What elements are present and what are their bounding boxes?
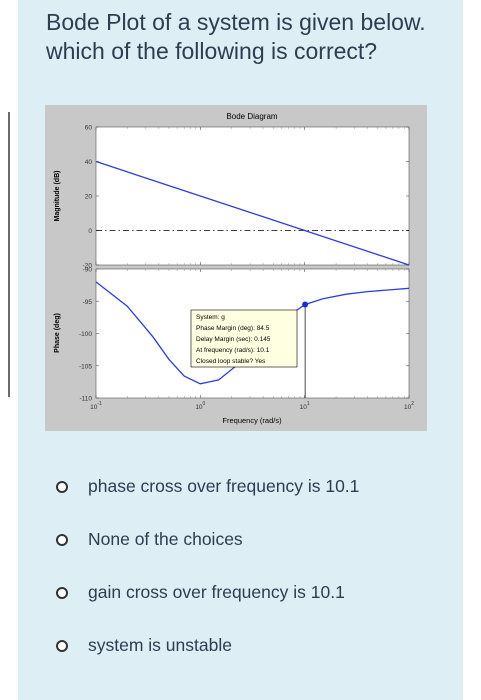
datatip-line: At frequency (rad/s): 10.1 [196,347,270,354]
x-tick-label: 101 [300,401,310,411]
choice-label: None of the choices [88,529,243,549]
y-tick-label: -20 [83,263,93,270]
x-tick-label: 100 [195,401,205,411]
magnitude-curve [95,160,410,266]
x-tick-label: 10-1 [90,401,102,411]
radio-button[interactable] [56,480,68,493]
phase-ylabel: Phase (deg) [54,313,61,353]
scrollbar[interactable] [8,112,10,397]
answer-choices: phase cross over frequency is 10.1 None … [56,460,456,672]
magnitude-axes [95,126,410,266]
phase-margin-marker[interactable] [302,301,309,308]
x-ticks: 10-1 100 101 102 [90,127,414,411]
datatip-line: Closed loop stable? Yes [196,358,266,365]
question-text: Bode Plot of a system is given below. wh… [46,9,426,64]
choice-label: system is unstable [88,635,232,655]
radio-button[interactable] [56,586,68,599]
phase-y-ticks: -90 -95 -100 -105 -110 [79,267,409,403]
y-tick-label: -110 [79,396,92,403]
x-tick-label: 102 [404,401,414,411]
choice-label: gain cross over frequency is 10.1 [88,582,345,602]
datatip: System: g Phase Margin (deg): 84.5 Delay… [190,309,298,368]
choice-option[interactable]: gain cross over frequency is 10.1 [56,566,456,619]
datatip-line: System: g [196,314,225,321]
datatip-box [190,309,298,368]
choice-option[interactable]: None of the choices [56,513,456,566]
y-tick-label: 0 [88,228,92,235]
datatip-line: Phase Margin (deg): 84.5 [196,325,270,332]
magnitude-ylabel: Magnitude (dB) [54,171,61,222]
chart-title: Bode Diagram [226,112,277,121]
radio-button[interactable] [56,533,68,546]
choice-label: phase cross over frequency is 10.1 [88,476,360,496]
y-tick-label: -100 [79,331,92,338]
y-tick-label: 20 [85,194,93,201]
y-tick-label: -90 [83,267,93,274]
y-tick-label: -105 [79,363,92,370]
x-axis-label: Frequency (rad/s) [222,416,282,425]
y-tick-label: 60 [85,125,93,132]
bode-plot: Bode Diagram Magnitude (dB) Phase (deg) … [45,105,427,431]
y-tick-label: -95 [83,299,93,306]
datatip-line: Delay Margin (sec): 0.145 [196,336,271,343]
y-tick-label: 40 [85,159,93,166]
choice-option[interactable]: phase cross over frequency is 10.1 [56,460,456,513]
radio-button[interactable] [56,639,68,652]
choice-option[interactable]: system is unstable [56,619,456,672]
